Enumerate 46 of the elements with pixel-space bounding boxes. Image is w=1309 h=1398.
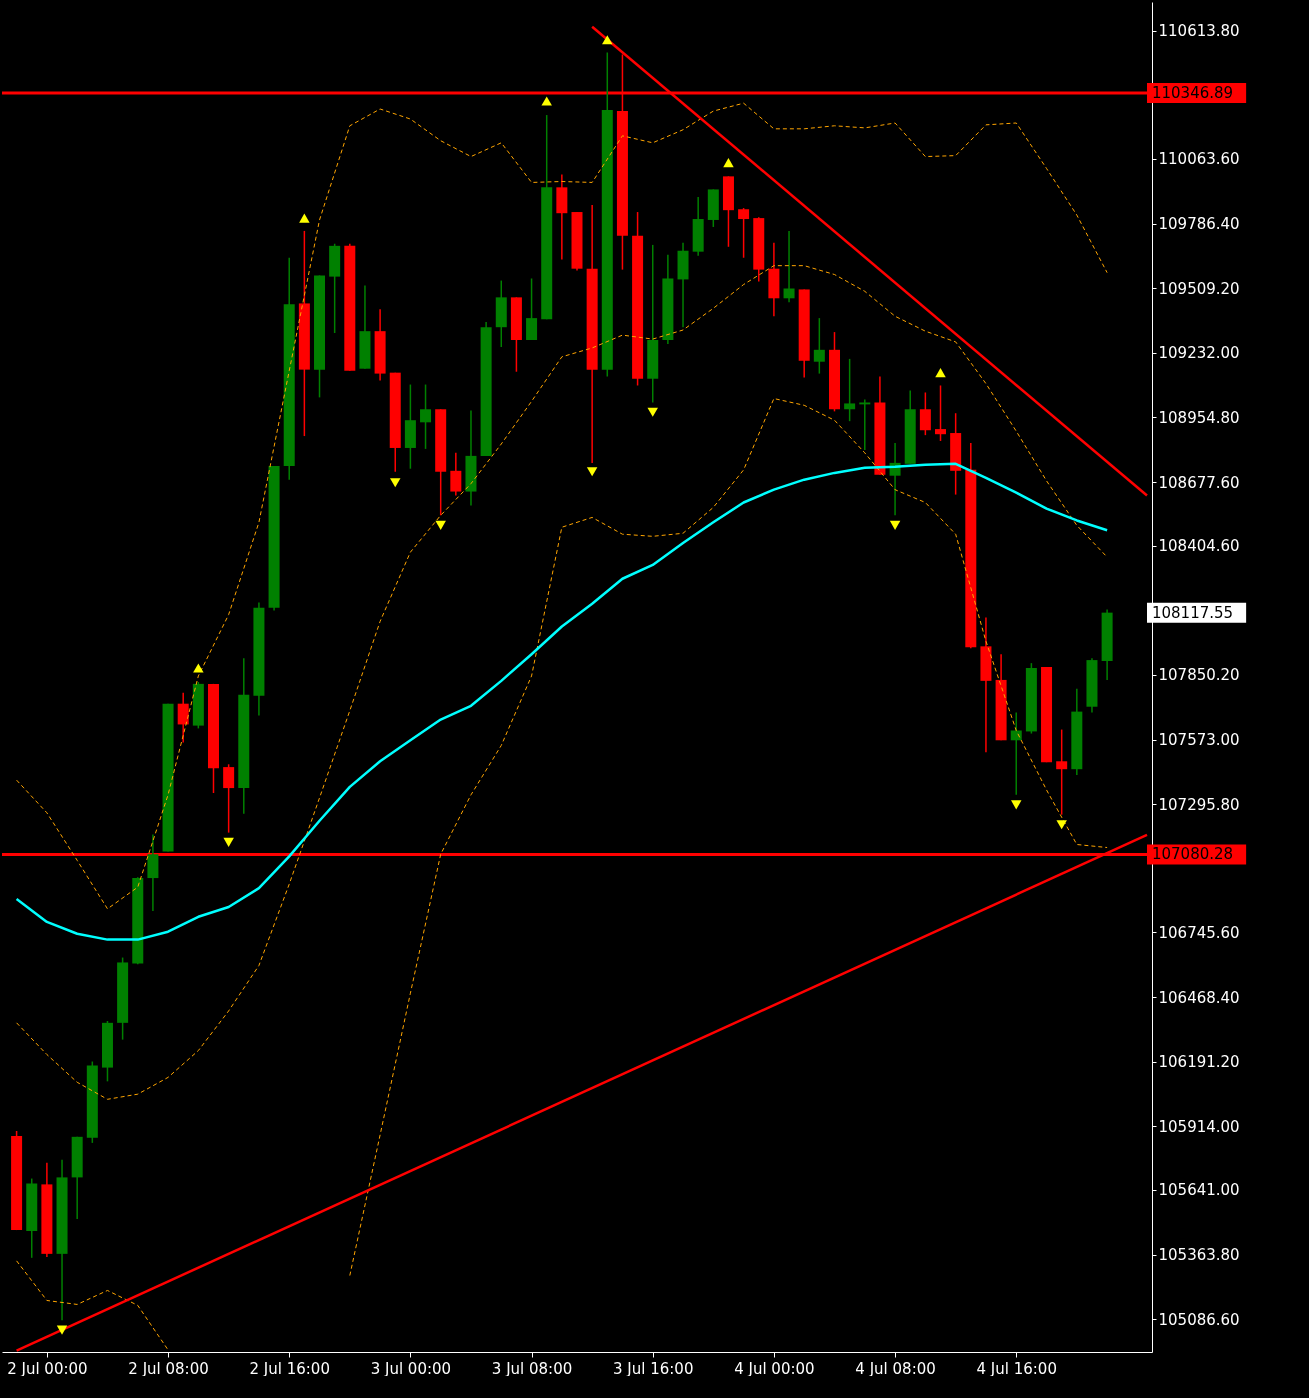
candlestick (783, 230, 795, 304)
y-tick-label: 107573.00 (1158, 731, 1240, 750)
candlestick (919, 391, 931, 436)
line-series (16, 265, 1108, 1100)
y-tick-label: 109509.20 (1158, 279, 1240, 298)
y-tick-label: 109786.40 (1158, 215, 1240, 234)
candlestick (738, 207, 750, 259)
x-tick-label: 3 Jul 00:00 (370, 1359, 452, 1378)
x-tick-label: 4 Jul 16:00 (976, 1359, 1057, 1378)
x-tick-label: 4 Jul 00:00 (734, 1359, 815, 1378)
y-tick-label: 106191.20 (1158, 1053, 1240, 1072)
y-tick-label: 110613.80 (1158, 22, 1240, 41)
y-tick-label: 105363.80 (1158, 1246, 1240, 1265)
candlestick (450, 452, 462, 497)
y-tick-label: 105086.60 (1158, 1310, 1240, 1329)
y-tick-label: 108677.60 (1158, 473, 1240, 492)
y-tick-label: 107850.20 (1158, 666, 1240, 685)
line-series (16, 102, 1108, 910)
y-tick-label: 107295.80 (1158, 795, 1240, 814)
x-tick-label: 3 Jul 16:00 (613, 1359, 694, 1378)
x-tick-label: 2 Jul 00:00 (7, 1359, 88, 1378)
candlestick (935, 384, 947, 442)
candlestick (147, 833, 159, 912)
candlestick (223, 763, 235, 834)
y-tick-label: 106468.40 (1158, 988, 1240, 1007)
y-tick-label: 110063.60 (1158, 150, 1240, 169)
candlestick (177, 691, 189, 744)
candlestick (844, 358, 856, 422)
ref-line-label: 107080.28 (1151, 845, 1234, 864)
y-tick-label: 108404.60 (1158, 537, 1240, 556)
y-tick-label: 105914.00 (1158, 1117, 1240, 1136)
candlestick (420, 383, 432, 450)
text: 108117.55 (1151, 603, 1234, 622)
x-tick-label: 2 Jul 08:00 (128, 1359, 209, 1378)
x-tick-label: 3 Jul 08:00 (491, 1359, 573, 1378)
candlestick (1056, 728, 1068, 816)
line-series (15, 462, 1109, 941)
y-tick-label: 109232.00 (1158, 344, 1240, 363)
ref-line-label: 110346.89 (1151, 83, 1234, 102)
y-tick-label: 106745.60 (1158, 923, 1240, 942)
candlestick (813, 317, 825, 375)
x-tick-label: 4 Jul 08:00 (855, 1359, 936, 1378)
y-tick-label: 105641.00 (1158, 1181, 1240, 1200)
y-tick-label: 108954.80 (1158, 408, 1240, 427)
x-tick-label: 2 Jul 16:00 (249, 1359, 330, 1378)
candlestick (526, 277, 538, 341)
